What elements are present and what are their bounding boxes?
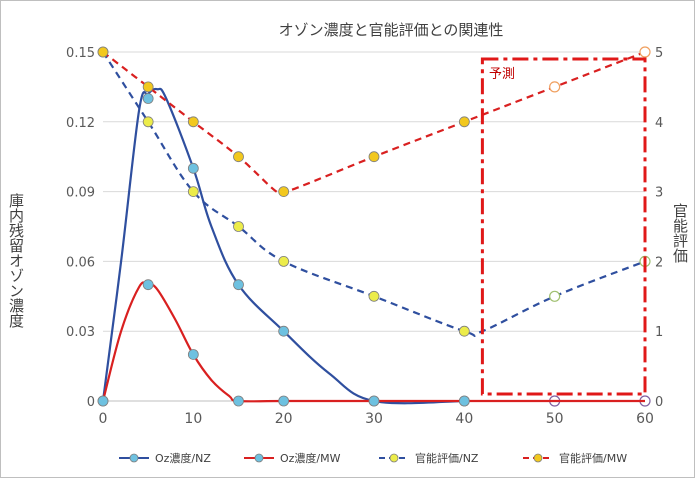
y-axis-label: 庫内残留オゾン濃度 (7, 193, 25, 328)
series-layer (97, 46, 651, 407)
y2-tick-label: 2 (655, 255, 663, 270)
x-tick-label: 20 (275, 411, 293, 427)
grid-lines (103, 51, 645, 332)
x-tick-label: 30 (365, 411, 383, 427)
series-line (102, 50, 646, 195)
data-point (97, 395, 109, 407)
legend-marker (129, 453, 139, 463)
data-point (187, 162, 199, 174)
data-point (233, 151, 244, 163)
legend-marker (254, 453, 264, 463)
series-1 (97, 87, 651, 407)
data-point (233, 221, 244, 232)
data-point (368, 151, 380, 163)
chart-title: オゾン濃度と官能評価との関連性 (279, 21, 504, 39)
data-point (278, 325, 290, 337)
y-tick-label: 0.03 (66, 325, 95, 340)
data-point (458, 325, 470, 337)
predicted-point (549, 290, 561, 302)
x-tick-label: 10 (184, 411, 202, 427)
prediction-box (480, 57, 647, 396)
data-point (278, 255, 290, 267)
legend-marker (389, 453, 399, 463)
data-point (458, 395, 470, 407)
legend-item-3: 官能評価/NZ (379, 451, 479, 465)
y2-tick-label: 4 (655, 116, 663, 131)
predicted-point (549, 81, 561, 93)
series-4 (97, 46, 651, 198)
y-tick-label: 0.12 (66, 116, 95, 131)
y2-axis-label: 官能評価 (671, 203, 689, 263)
y-tick-label: 0 (87, 395, 95, 410)
data-point (278, 186, 290, 198)
data-point (233, 279, 244, 291)
series-line (101, 87, 465, 405)
data-point (187, 349, 199, 360)
legend-label: Oz濃度/NZ (155, 451, 211, 465)
data-point (233, 395, 244, 407)
x-tick-label: 60 (636, 411, 654, 427)
legend-item-1: Oz濃度/NZ (119, 451, 211, 465)
data-point (142, 93, 154, 104)
legend-item-2: Oz濃度/MW (244, 451, 341, 465)
data-point (97, 46, 109, 58)
x-tick-label: 50 (546, 411, 564, 427)
predicted-point (639, 46, 651, 58)
y-tick-label: 0.15 (66, 46, 95, 61)
data-point (187, 186, 199, 198)
y2-tick-label: 3 (655, 186, 663, 201)
x-tick-label: 40 (455, 411, 473, 427)
data-point (368, 395, 380, 407)
prediction-label: 予測 (489, 67, 515, 82)
series-line (101, 281, 645, 403)
data-point (368, 290, 380, 302)
y2-tick-label: 1 (655, 325, 663, 340)
prediction-region: 予測 (480, 57, 647, 396)
y2-tick-label: 0 (655, 395, 663, 410)
data-point (187, 116, 199, 128)
data-point (142, 116, 154, 128)
legend-label: 官能評価/NZ (415, 451, 479, 465)
legend: Oz濃度/NZ Oz濃度/MW 官能評価/NZ 官能評価/MW (119, 451, 627, 465)
data-point (142, 279, 154, 291)
legend-marker (533, 453, 543, 463)
data-point (278, 395, 290, 407)
y-tick-label: 0.09 (66, 186, 95, 201)
series-2 (97, 279, 645, 407)
legend-label: Oz濃度/MW (280, 451, 341, 465)
y2-tick-label: 5 (655, 46, 663, 61)
legend-item-4: 官能評価/MW (523, 451, 627, 465)
data-point (458, 116, 470, 128)
x-tick-label: 0 (99, 411, 108, 427)
legend-label: 官能評価/MW (559, 451, 627, 465)
data-point (142, 81, 154, 93)
y-tick-label: 0.06 (66, 255, 95, 270)
